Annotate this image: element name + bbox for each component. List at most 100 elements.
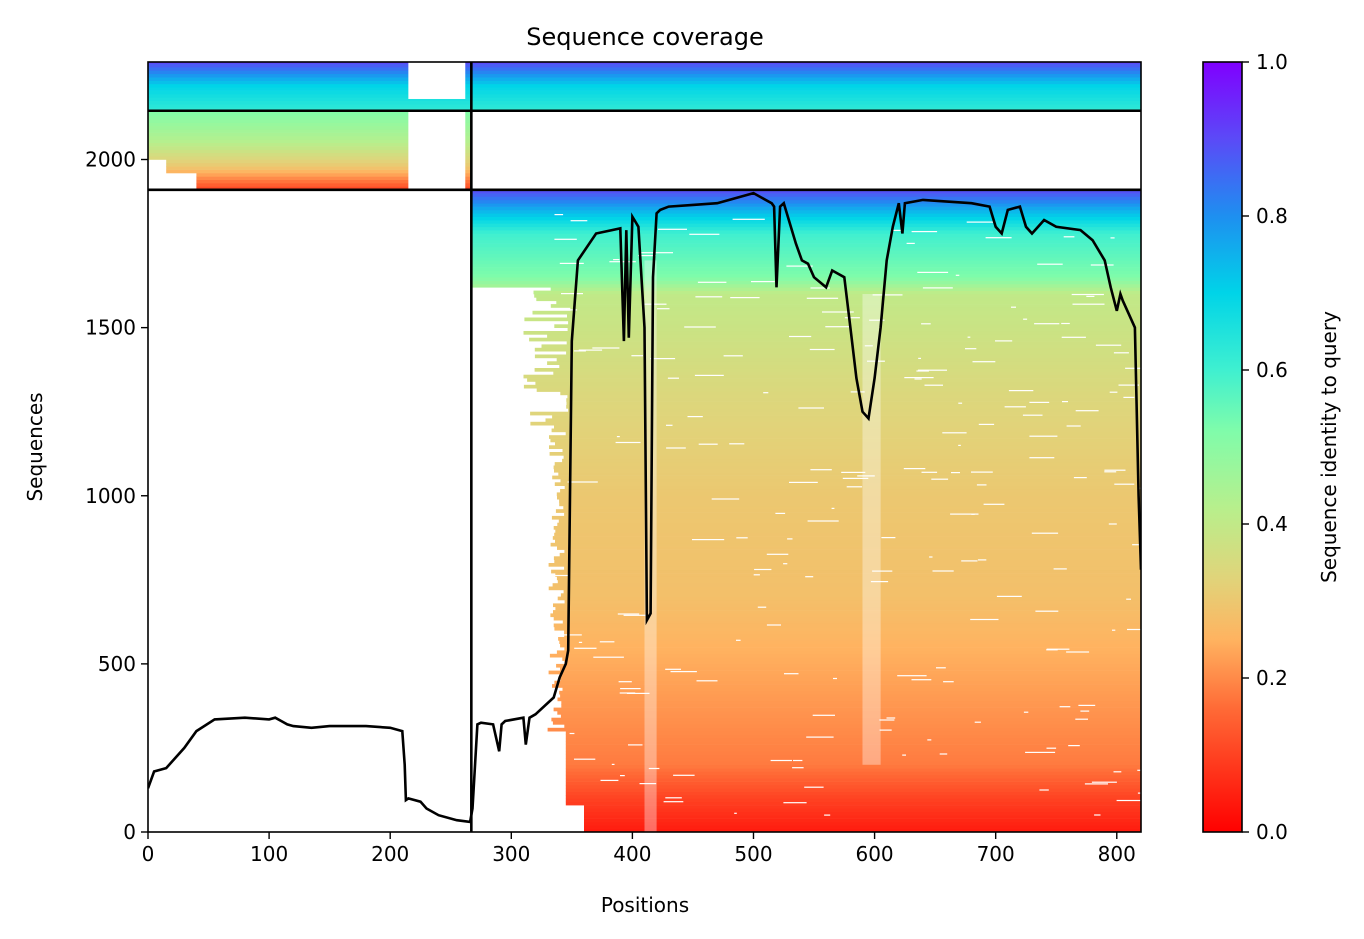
gap-mark: [611, 763, 615, 765]
gap-mark: [1011, 306, 1016, 308]
gap-mark: [812, 714, 835, 716]
gap-mark: [950, 513, 979, 515]
gap-mark: [911, 231, 938, 233]
coverage-band: [557, 697, 1141, 702]
coverage-band: [556, 492, 1141, 497]
coverage-band: [553, 371, 1141, 375]
gap-mark: [698, 443, 718, 445]
coverage-band: [556, 576, 1141, 581]
coverage-band: [552, 475, 1141, 480]
gap-mark: [559, 262, 584, 264]
coverage-band: [565, 758, 1141, 762]
coverage-band: [551, 569, 1141, 574]
coverage-band: [584, 815, 1141, 819]
y-axis: 0 500 1000 1500 2000: [85, 148, 148, 844]
coverage-band: [471, 267, 1141, 271]
gap-mark: [974, 721, 981, 723]
gap-mark: [1022, 414, 1043, 416]
coverage-band: [557, 711, 1141, 715]
gap-mark: [996, 595, 1022, 597]
coverage-band: [148, 73, 1141, 78]
plot-frame: [147, 61, 1142, 833]
coverage-band: [532, 310, 1141, 315]
coverage-band: [549, 653, 1141, 658]
gap-mark: [692, 539, 725, 541]
coverage-band: [563, 589, 1141, 594]
x-tick-label: 300: [492, 842, 530, 866]
gap-mark: [1025, 751, 1056, 753]
gap-mark: [806, 736, 834, 738]
coverage-band: [148, 70, 1141, 75]
coverage-band: [584, 828, 1141, 832]
gap-mark: [1137, 792, 1141, 794]
coverage-band: [533, 290, 1141, 295]
gap-mark: [1113, 771, 1122, 773]
gap-mark: [1071, 293, 1104, 296]
gap-mark: [766, 624, 781, 626]
coverage-band: [553, 707, 1141, 712]
coverage-band: [471, 189, 1141, 194]
gap-mark: [872, 294, 903, 296]
gap-mark: [1138, 487, 1141, 489]
gap-mark: [696, 680, 718, 682]
gap-mark: [793, 759, 803, 762]
gap-mark: [914, 378, 922, 380]
coverage-band: [547, 334, 1141, 339]
gap-mark: [729, 443, 745, 445]
gap-mark: [1061, 336, 1086, 338]
coverage-band: [148, 63, 1141, 68]
coverage-band: [148, 80, 1141, 85]
coverage-band: [556, 650, 1141, 655]
coverage-band: [555, 529, 1141, 534]
coverage-band: [148, 129, 472, 133]
gap-mark: [1108, 523, 1117, 525]
coverage-band: [471, 277, 1141, 281]
coverage-band: [166, 159, 472, 164]
gap-mark: [983, 503, 1005, 505]
gap-mark: [574, 350, 586, 352]
y-tick-label: 1500: [85, 316, 136, 340]
coverage-band: [565, 781, 1141, 786]
coverage-band: [555, 539, 1141, 544]
gap-mark: [613, 259, 620, 261]
coverage-band: [559, 499, 1141, 503]
coverage-band: [565, 778, 1141, 782]
coverage-band: [148, 122, 472, 127]
coverage-band: [561, 700, 1141, 705]
coverage-band: [148, 83, 1141, 88]
gap-mark: [665, 797, 682, 799]
gap-mark: [1110, 237, 1115, 239]
coverage-band: [563, 505, 1141, 510]
coverage-band: [552, 684, 1141, 688]
coverage-band: [554, 462, 1141, 466]
coverage-band: [562, 657, 1141, 661]
coverage-band: [471, 223, 1141, 228]
coverage-band: [565, 734, 1141, 739]
gap-mark: [806, 297, 839, 299]
coverage-band: [553, 623, 1141, 628]
gap-mark: [804, 786, 824, 788]
gap-mark: [554, 214, 564, 216]
coverage-band: [559, 364, 1141, 369]
coverage-band: [471, 246, 1141, 251]
coverage-band: [471, 273, 1141, 278]
coverage-band: [560, 714, 1141, 718]
gap-mark: [684, 326, 716, 328]
gap-mark: [711, 498, 740, 500]
coverage-band: [166, 166, 472, 170]
coverage-band: [148, 93, 1141, 98]
gap-mark: [970, 618, 999, 621]
gap-mark: [1094, 814, 1101, 816]
coverage-band: [534, 354, 1141, 359]
coverage-band: [556, 663, 1141, 668]
x-tick-label: 400: [613, 842, 651, 866]
coverage-band: [549, 452, 1141, 456]
gap-mark: [1086, 295, 1095, 297]
gap-mark: [917, 271, 949, 273]
coverage-band: [559, 640, 1141, 644]
colorbar-gradient: [1202, 61, 1243, 833]
gap-mark: [955, 274, 960, 276]
coverage-band: [471, 206, 1141, 211]
gap-mark: [932, 570, 954, 572]
coverage-band: [534, 368, 1141, 372]
